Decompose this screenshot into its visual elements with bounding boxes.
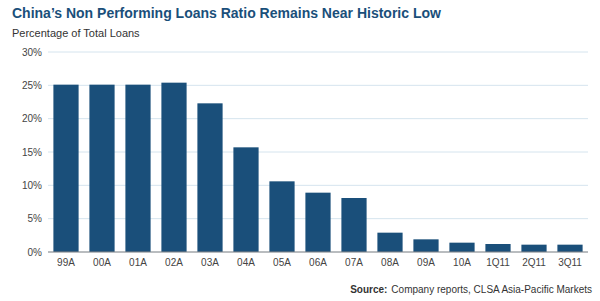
bar	[377, 233, 402, 252]
source-label: Source:	[350, 284, 387, 295]
x-axis-line	[48, 252, 588, 253]
source-text: Company reports, CLSA Asia-Pacific Marke…	[391, 284, 592, 295]
x-tick-label: 00A	[93, 257, 111, 268]
bar	[557, 245, 582, 252]
x-tick-label: 09A	[417, 257, 435, 268]
bar	[197, 103, 222, 252]
y-tick-label: 15%	[22, 147, 42, 158]
bar	[89, 85, 114, 252]
bars	[53, 83, 582, 252]
bar	[125, 85, 150, 252]
grid-line	[48, 252, 588, 253]
subtitle: Percentage of Total Loans	[12, 27, 140, 39]
bar	[305, 193, 330, 252]
x-tick-label: 01A	[129, 257, 147, 268]
bar	[413, 239, 438, 252]
bar	[521, 245, 546, 252]
bar	[161, 83, 186, 252]
x-tick-label: 07A	[345, 257, 363, 268]
bar	[485, 244, 510, 252]
source: Source: Company reports, CLSA Asia-Pacifi…	[350, 284, 592, 295]
x-tick-label: 02A	[165, 257, 183, 268]
bar	[269, 181, 294, 252]
y-tick-label: 10%	[22, 180, 42, 191]
x-tick-label: 10A	[453, 257, 471, 268]
x-tick-label: 1Q11	[486, 257, 510, 268]
y-tick-label: 25%	[22, 80, 42, 91]
x-tick-label: 99A	[57, 257, 75, 268]
bar	[449, 243, 474, 252]
chart-container: China’s Non Performing Loans Ratio Remai…	[0, 0, 600, 301]
y-tick-label: 0%	[28, 247, 43, 258]
x-tick-label: 3Q11	[558, 257, 582, 268]
x-tick-label: 08A	[381, 257, 399, 268]
title: China’s Non Performing Loans Ratio Remai…	[12, 5, 441, 21]
bar	[233, 147, 258, 252]
x-tick-label: 06A	[309, 257, 327, 268]
y-tick-label: 20%	[22, 113, 42, 124]
grid-line	[48, 52, 588, 53]
y-tick-label: 5%	[28, 213, 43, 224]
bar	[53, 85, 78, 252]
y-tick-label: 30%	[22, 47, 42, 58]
x-tick-label: 03A	[201, 257, 219, 268]
chart: China’s Non Performing Loans Ratio Remai…	[0, 0, 600, 301]
x-tick-label: 05A	[273, 257, 291, 268]
x-tick-label: 04A	[237, 257, 255, 268]
x-tick-label: 2Q11	[522, 257, 546, 268]
bar	[341, 198, 366, 252]
